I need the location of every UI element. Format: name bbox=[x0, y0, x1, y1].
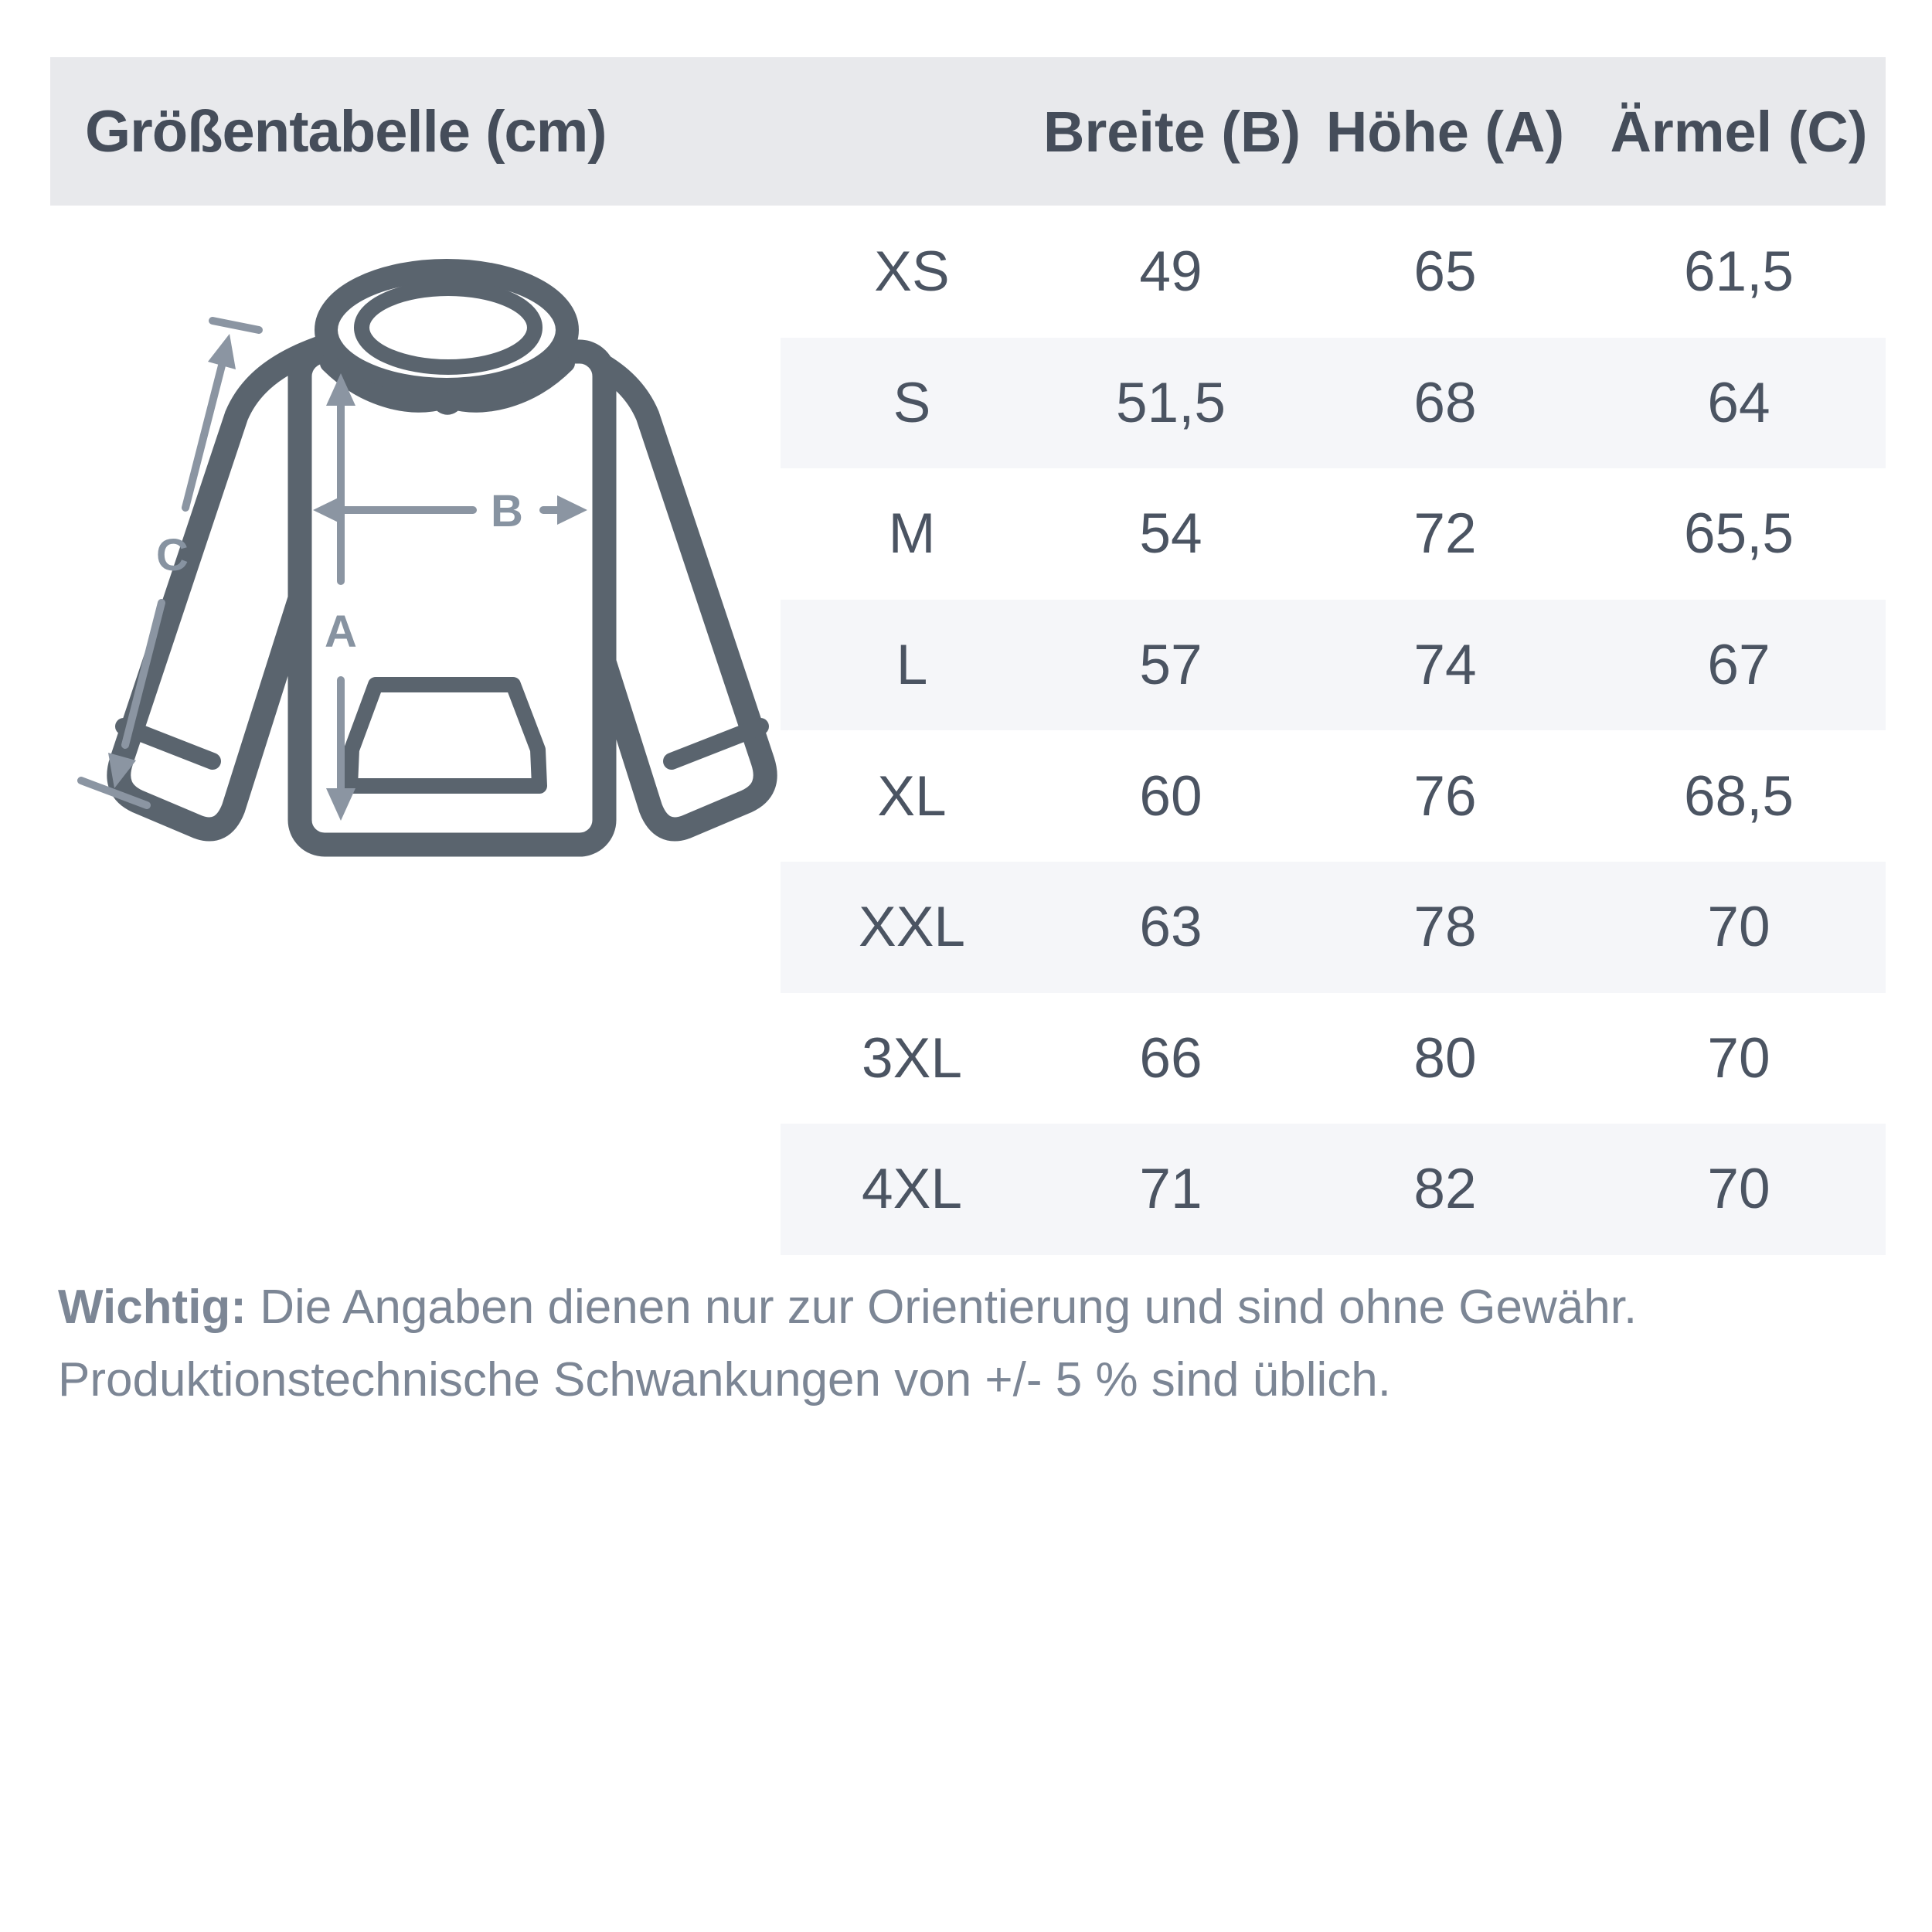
breite-value: 57 bbox=[1139, 634, 1202, 697]
breite-value: 51,5 bbox=[1115, 371, 1226, 434]
arrowhead-b-left bbox=[313, 495, 343, 525]
height-arrow-a bbox=[326, 373, 355, 821]
disclaimer-line-1-text: Die Angaben dienen nur zur Orientierung … bbox=[260, 1281, 1638, 1334]
size-label: L bbox=[896, 634, 928, 697]
disclaimer-bold-prefix: Wichtig: bbox=[58, 1281, 247, 1334]
sleeve-arrow-c bbox=[77, 317, 263, 809]
table-row-m: M 54 72 65,5 bbox=[781, 468, 1886, 600]
arrowhead-a-bottom bbox=[326, 788, 355, 821]
right-cuff-seam bbox=[663, 718, 769, 770]
table-row-xl: XL 60 76 68,5 bbox=[781, 730, 1886, 862]
size-label: XS bbox=[874, 240, 950, 304]
size-table: XS 49 65 61,5 S 51,5 68 64 M 54 72 65,5 … bbox=[781, 206, 1886, 1255]
hoehe-value: 68 bbox=[1413, 371, 1477, 434]
table-row-4xl: 4XL 71 82 70 bbox=[781, 1124, 1886, 1255]
table-header-bar: Größentabelle (cm) Breite (B) Höhe (A) Ä… bbox=[50, 57, 1886, 206]
arrowhead-c-bottom bbox=[108, 753, 136, 788]
breite-value: 66 bbox=[1139, 1026, 1202, 1090]
column-header-breite: Breite (B) bbox=[1043, 99, 1301, 164]
table-row-xs: XS 49 65 61,5 bbox=[781, 206, 1886, 338]
arrowhead-c-top bbox=[208, 334, 236, 369]
disclaimer: Wichtig: Die Angaben dienen nur zur Orie… bbox=[58, 1271, 1866, 1417]
aermel-value: 61,5 bbox=[1683, 240, 1794, 304]
tick-c-bottom bbox=[77, 777, 151, 809]
disclaimer-line-1: Wichtig: Die Angaben dienen nur zur Orie… bbox=[58, 1271, 1866, 1344]
hoehe-value: 76 bbox=[1413, 764, 1477, 828]
hoodie-size-diagram: A B C bbox=[46, 216, 781, 912]
aermel-value: 70 bbox=[1707, 1026, 1770, 1090]
breite-value: 60 bbox=[1139, 764, 1202, 828]
size-label: M bbox=[888, 502, 936, 566]
arrowhead-b-right bbox=[557, 495, 587, 525]
hoodie-hood bbox=[315, 259, 579, 415]
breite-value: 63 bbox=[1139, 896, 1202, 959]
aermel-value: 70 bbox=[1707, 1158, 1770, 1221]
hoehe-value: 72 bbox=[1413, 502, 1477, 566]
table-row-3xl: 3XL 66 80 70 bbox=[781, 993, 1886, 1124]
column-header-hoehe: Höhe (A) bbox=[1325, 99, 1565, 164]
hoodie-diagram-svg: A B C bbox=[77, 259, 777, 857]
size-label: 4XL bbox=[862, 1158, 962, 1221]
dimension-labels: A B C bbox=[156, 486, 523, 657]
page-title: Größentabelle (cm) bbox=[85, 98, 607, 165]
hoehe-value: 78 bbox=[1413, 896, 1477, 959]
width-arrow-b bbox=[313, 495, 587, 525]
aermel-value: 68,5 bbox=[1683, 764, 1794, 828]
breite-value: 49 bbox=[1139, 240, 1202, 304]
size-label: XL bbox=[877, 764, 947, 828]
dimension-arrows bbox=[77, 317, 587, 821]
left-cuff-seam bbox=[115, 718, 221, 770]
size-label: XXL bbox=[859, 896, 965, 959]
hoehe-value: 65 bbox=[1413, 240, 1477, 304]
hoehe-value: 74 bbox=[1413, 634, 1477, 697]
tick-c-top bbox=[209, 317, 263, 334]
table-row-s: S 51,5 68 64 bbox=[781, 337, 1886, 469]
aermel-value: 65,5 bbox=[1683, 502, 1794, 566]
breite-value: 54 bbox=[1139, 502, 1202, 566]
label-c: C bbox=[156, 530, 189, 580]
hoehe-value: 82 bbox=[1413, 1158, 1477, 1221]
label-b: B bbox=[491, 486, 523, 536]
table-row-xxl: XXL 63 78 70 bbox=[781, 861, 1886, 993]
column-header-aermel: Ärmel (C) bbox=[1610, 99, 1868, 164]
hood-inner-ring bbox=[354, 281, 543, 375]
aermel-value: 64 bbox=[1707, 371, 1770, 434]
hood-collar-curve bbox=[320, 354, 575, 415]
breite-value: 71 bbox=[1139, 1158, 1202, 1221]
disclaimer-line-2: Produktionstechnische Schwankungen von +… bbox=[58, 1353, 1391, 1406]
hoehe-value: 80 bbox=[1413, 1026, 1477, 1090]
size-label: S bbox=[893, 371, 931, 434]
aermel-value: 70 bbox=[1707, 896, 1770, 959]
label-a: A bbox=[325, 607, 357, 657]
size-label: 3XL bbox=[862, 1026, 962, 1090]
hoodie-cuff-seams bbox=[115, 718, 769, 770]
hoodie-pocket bbox=[342, 677, 547, 794]
aermel-value: 67 bbox=[1707, 634, 1770, 697]
arrowhead-a-top bbox=[326, 373, 355, 406]
table-row-l: L 57 74 67 bbox=[781, 599, 1886, 731]
